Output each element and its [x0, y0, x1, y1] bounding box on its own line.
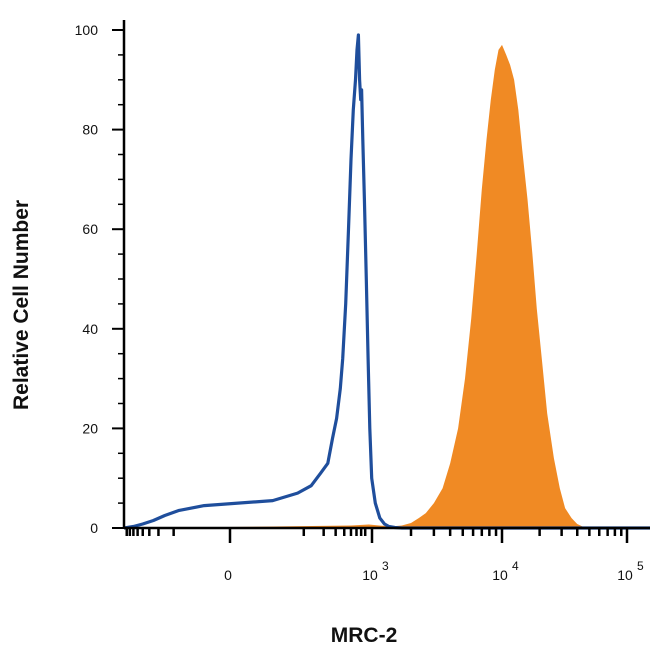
y-tick-labels: 0 20 40 60 80 100: [75, 22, 99, 536]
x-tick-exponent: 4: [512, 559, 519, 573]
blue-outline-histogram: [123, 33, 650, 530]
x-tick-exponent: 3: [382, 559, 389, 573]
orange-filled-histogram: [124, 44, 650, 529]
x-major-ticks: [228, 528, 629, 543]
y-major-ticks: [112, 29, 124, 529]
x-tick-label: 10: [362, 567, 378, 583]
y-tick-label: 0: [90, 520, 98, 536]
y-tick-label: 100: [75, 22, 99, 38]
x-tick-label: 10: [492, 567, 508, 583]
x-axis-title: MRC-2: [331, 624, 398, 647]
series-fill-path: [124, 44, 650, 529]
x-tick-exponent: 5: [637, 559, 644, 573]
y-minor-ticks: [118, 54, 124, 504]
y-axis: 0 20 40 60 80 100: [75, 20, 126, 536]
x-tick-label: 10: [617, 567, 633, 583]
y-axis-title: Relative Cell Number: [10, 200, 33, 410]
x-tick-labels: 0 10 3 10 4 10 5: [224, 559, 644, 583]
y-tick-label: 60: [82, 221, 98, 237]
x-minor-ticks: [125, 528, 623, 536]
y-tick-label: 40: [82, 321, 98, 337]
series-outline-path: [123, 33, 650, 530]
x-tick-label: 0: [224, 567, 232, 583]
x-axis: 0 10 3 10 4 10 5: [124, 526, 650, 583]
y-tick-label: 20: [82, 420, 98, 436]
y-tick-label: 80: [82, 122, 98, 138]
